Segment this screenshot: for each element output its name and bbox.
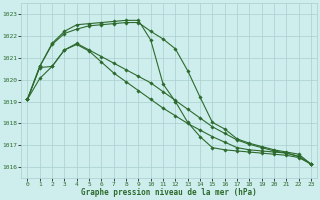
X-axis label: Graphe pression niveau de la mer (hPa): Graphe pression niveau de la mer (hPa) [81,188,257,197]
